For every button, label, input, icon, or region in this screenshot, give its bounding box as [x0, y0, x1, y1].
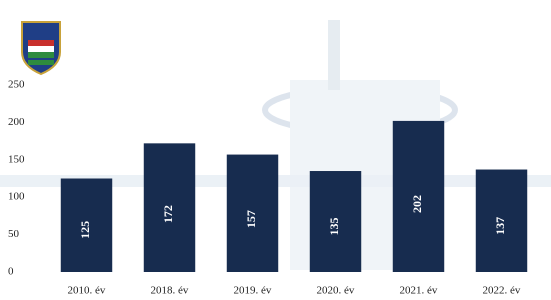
value-label: 135 [327, 218, 341, 236]
x-tick-label: 2019. év [234, 285, 272, 297]
x-tick-label: 2010. év [68, 285, 106, 297]
y-tick-label: 50 [8, 228, 20, 240]
x-tick-label: 2020. év [317, 285, 355, 297]
x-tick-label: 2021. év [400, 285, 438, 297]
y-tick-label: 250 [8, 79, 25, 91]
x-tick-label: 2018. év [151, 285, 189, 297]
y-tick-label: 150 [8, 153, 25, 165]
y-tick-label: 200 [8, 116, 25, 128]
value-label: 202 [410, 195, 424, 213]
value-label: 172 [161, 205, 175, 223]
logo [22, 22, 60, 74]
value-label: 125 [78, 221, 92, 239]
x-tick-label: 2022. év [483, 285, 521, 297]
value-label: 157 [244, 210, 258, 228]
y-tick-label: 0 [8, 266, 14, 278]
chart: 0 50 100 150 200 250 2010. év 125 2018. év 172 201… [0, 0, 551, 300]
value-label: 137 [493, 217, 507, 235]
y-tick-label: 100 [8, 191, 25, 203]
